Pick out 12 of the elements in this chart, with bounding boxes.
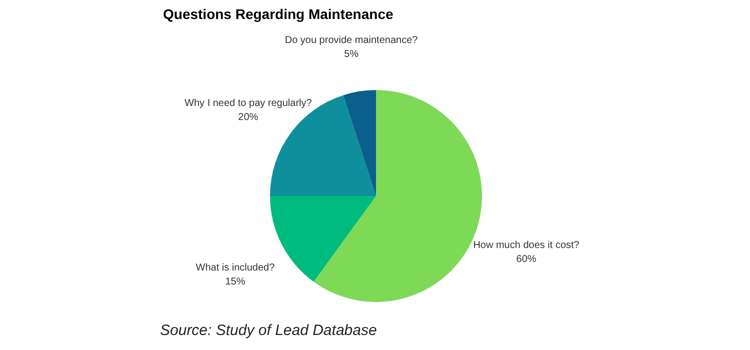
data-label: 60% [516,254,536,265]
pie-slice [343,90,376,196]
data-label: 15% [225,276,246,288]
chart-title: Questions Regarding Maintenance [163,6,394,22]
source-note: Source: Study of Lead Database [160,322,377,339]
pie-slice [270,95,376,196]
slice-label: How much does it cost? [473,240,580,251]
slice-label: Do you provide maintenance? [284,34,418,46]
data-label: 5% [344,48,359,60]
slice-label: Why I need to pay regularly? [184,98,312,110]
data-label: 20% [238,112,258,124]
slice-label: What is included? [196,262,276,274]
